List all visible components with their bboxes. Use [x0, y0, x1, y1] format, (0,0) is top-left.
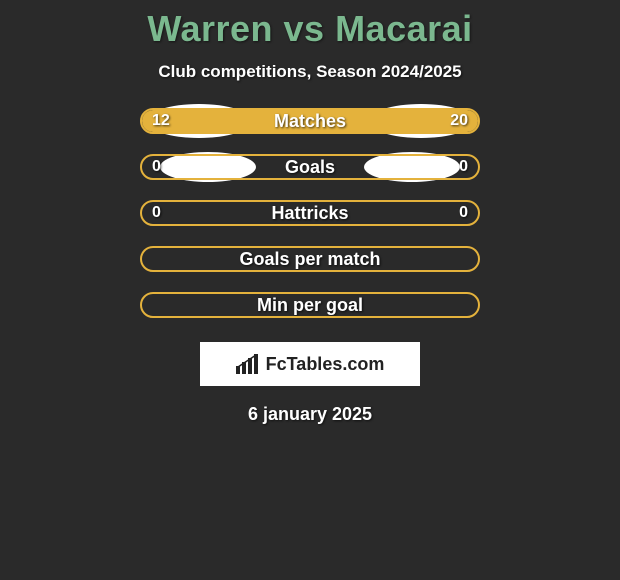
logo-box: FcTables.com [200, 342, 420, 386]
stat-label: Hattricks [142, 203, 478, 224]
logo-text: FcTables.com [266, 354, 385, 375]
snapshot-date: 6 january 2025 [248, 404, 372, 425]
stat-bar: 1220Matches [140, 108, 480, 134]
stat-row: 00Goals [140, 154, 480, 180]
stat-row: Goals per match [140, 246, 480, 272]
stat-bar: 00Hattricks [140, 200, 480, 226]
stat-label: Min per goal [142, 295, 478, 316]
stat-bar: 00Goals [140, 154, 480, 180]
stat-bar: Min per goal [140, 292, 480, 318]
stat-label: Goals [142, 157, 478, 178]
stat-bar: Goals per match [140, 246, 480, 272]
comparison-bars: 1220Matches 00Goals 00Hattricks Goals per m… [140, 108, 480, 338]
stat-label: Matches [142, 111, 478, 132]
page-title: Warren vs Macarai [147, 8, 472, 50]
stat-label: Goals per match [142, 249, 478, 270]
stat-row: 00Hattricks [140, 200, 480, 226]
chart-icon [236, 354, 262, 374]
stat-row: Min per goal [140, 292, 480, 318]
page-subtitle: Club competitions, Season 2024/2025 [158, 62, 461, 82]
stat-row: 1220Matches [140, 108, 480, 134]
